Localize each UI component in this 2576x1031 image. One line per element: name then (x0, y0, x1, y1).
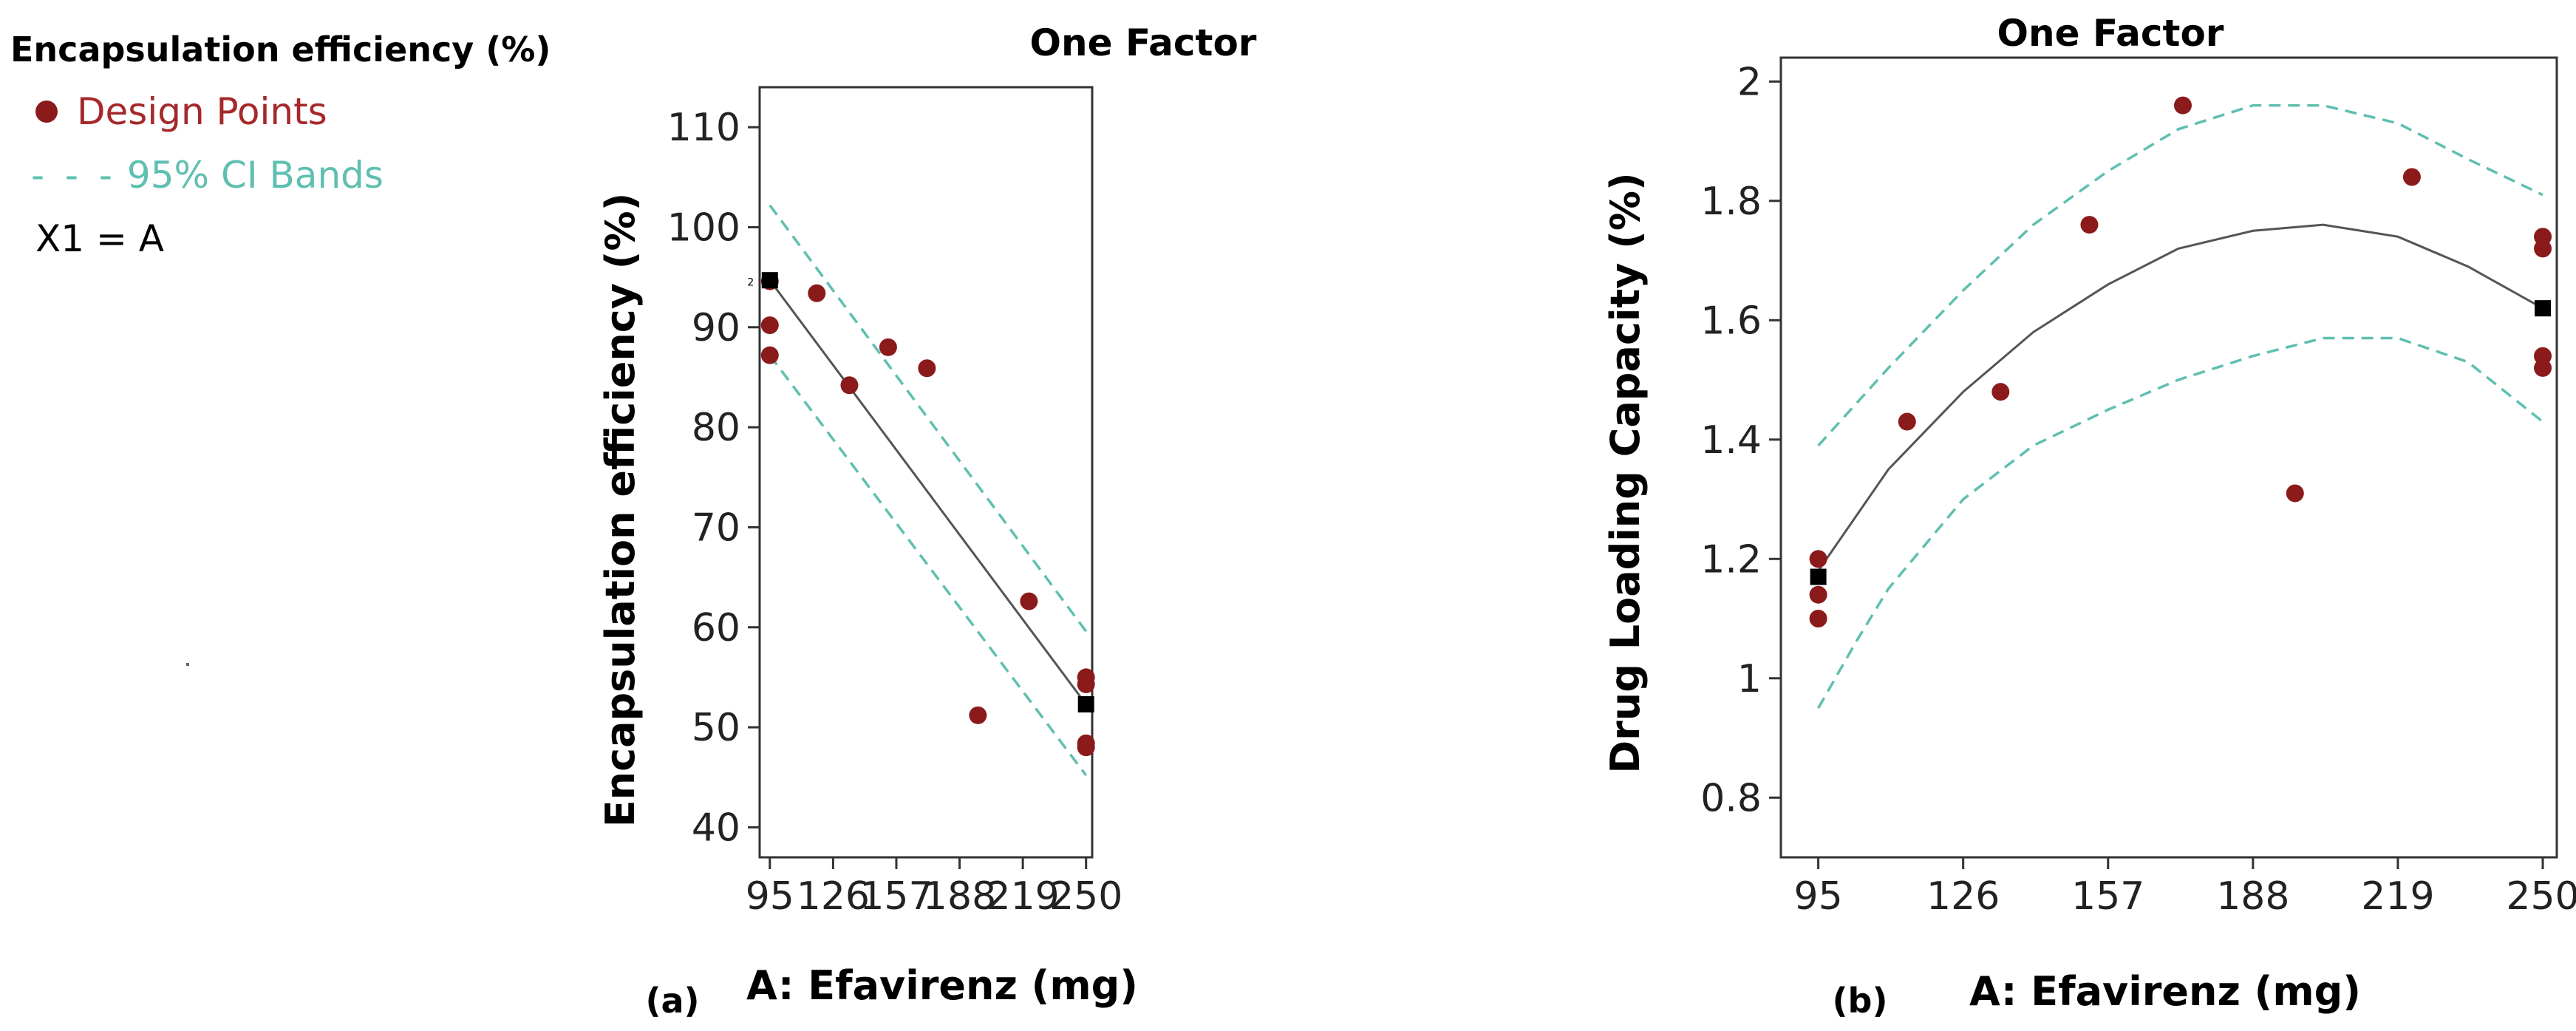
design-point (808, 284, 826, 302)
design-point (2402, 168, 2421, 186)
y-tick-label: 1.6 (1700, 299, 1762, 343)
x-axis-label: A: Efavirenz (mg) (746, 962, 1138, 1009)
design-point (1020, 592, 1038, 610)
plot-frame (758, 86, 1094, 859)
y-tick-label: 0.8 (1700, 776, 1762, 820)
ci-upper-band (769, 204, 1088, 633)
design-point (1077, 675, 1095, 693)
fit-line (769, 279, 1087, 705)
y-tick-label: 1 (1737, 657, 1762, 701)
prediction-point (1810, 568, 1827, 585)
replicate-count-label: 2 (747, 277, 754, 289)
x-tick-label: 219 (2361, 874, 2434, 919)
y-tick-label: 60 (692, 606, 740, 650)
y-tick-label: 100 (667, 205, 740, 250)
design-point (1077, 738, 1095, 757)
design-point (760, 346, 779, 364)
y-tick-label: 1.4 (1700, 418, 1762, 463)
chart-title: One Factor (1997, 12, 2224, 55)
x-tick-label: 250 (1049, 874, 1122, 919)
chart-panel-b: One Factor 95 126 157 188 219 250 0.8 1 1.2 1.4 1.6… (1602, 12, 2576, 1021)
y-axis-label: Encapsulation efficiency (%) (597, 193, 644, 828)
x-tick-label: 219 (987, 874, 1060, 919)
prediction-point (2535, 300, 2552, 317)
legend-factor-label: X1 = A (35, 217, 164, 260)
design-point (2080, 216, 2099, 234)
y-tick-label: 40 (692, 806, 740, 850)
design-point (1898, 412, 1916, 431)
y-tick-label: 1.8 (1700, 180, 1762, 224)
design-point (969, 706, 987, 724)
chart-title: One Factor (1030, 21, 1257, 64)
design-point (918, 359, 936, 378)
x-axis-label: A: Efavirenz (mg) (1969, 968, 2361, 1015)
design-point (1809, 585, 1827, 604)
x-tick-label: 188 (2216, 874, 2289, 919)
legend-ci-bands: - - - 95% CI Bands (10, 154, 551, 197)
design-point (840, 376, 859, 395)
y-tick-label: 2 (1737, 60, 1762, 104)
legend: Encapsulation efficiency (%) Design Poin… (10, 30, 551, 260)
design-point (2286, 484, 2304, 503)
design-point (1991, 383, 2010, 401)
plot-frame (1779, 56, 2558, 859)
x-tick-label: 157 (859, 874, 933, 919)
x-tick-label: 250 (2506, 874, 2576, 919)
x-tick-label: 188 (923, 874, 996, 919)
x-tick-label: 157 (2071, 874, 2144, 919)
x-tick-label: 126 (797, 874, 870, 919)
ci-upper-band (1817, 103, 2543, 447)
legend-design-points: Design Points (10, 90, 551, 133)
y-tick-label: 70 (692, 506, 740, 550)
fit-line (1817, 223, 2543, 572)
y-tick-label: 50 (692, 706, 740, 750)
legend-title: Encapsulation efficiency (%) (10, 30, 551, 69)
prediction-point (1077, 695, 1094, 712)
design-point (1809, 550, 1827, 568)
x-tick-label: 126 (1926, 874, 2000, 919)
y-tick-label: 1.2 (1700, 537, 1762, 582)
design-point (879, 338, 897, 356)
design-point (2534, 358, 2552, 377)
y-tick-label: 90 (692, 306, 740, 350)
y-axis-label: Drug Loading Capacity (%) (1602, 172, 1649, 773)
prediction-point (761, 272, 778, 289)
y-tick-label: 110 (667, 106, 740, 150)
design-point (1809, 610, 1827, 628)
design-point (760, 316, 779, 335)
x-tick-label: 95 (746, 874, 794, 919)
legend-ci-bands-label: 95% CI Bands (126, 154, 384, 197)
design-point (2173, 96, 2192, 115)
stray-artifact-dot (186, 663, 189, 666)
y-tick-label: 80 (692, 406, 740, 450)
panel-label: (a) (645, 981, 699, 1021)
design-point (2534, 239, 2552, 258)
legend-design-points-label: Design Points (77, 90, 327, 133)
x-tick-label: 95 (1794, 874, 1843, 919)
legend-factor: X1 = A (10, 217, 551, 260)
dashed-line-icon: - - - (31, 154, 117, 197)
ci-lower-band (769, 354, 1088, 777)
panel-label: (b) (1833, 981, 1888, 1021)
ci-lower-band (1817, 336, 2544, 709)
design-point-marker-icon (35, 101, 58, 123)
